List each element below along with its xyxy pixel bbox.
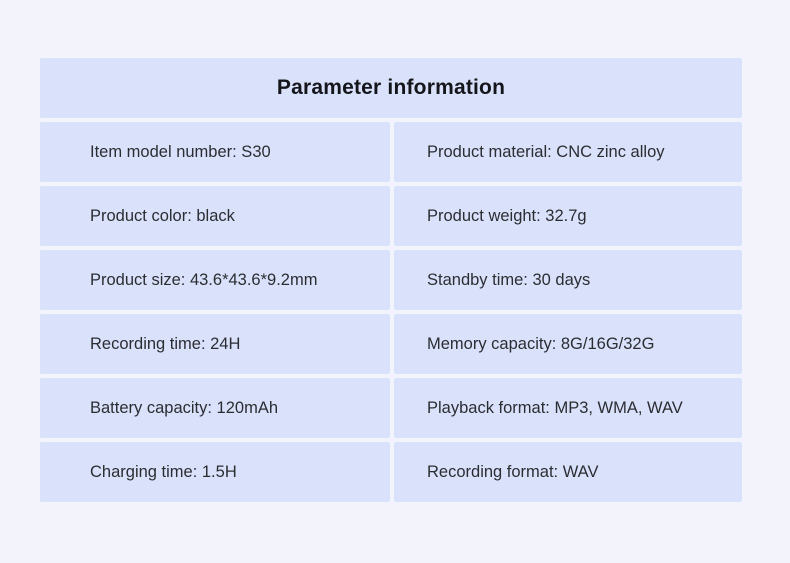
spec-cell-playback-format: Playback format: MP3, WMA, WAV (394, 378, 742, 438)
spec-cell-charging-time: Charging time: 1.5H (40, 442, 390, 502)
parameter-table: Parameter information Item model number:… (40, 58, 742, 502)
spec-cell-product-material: Product material: CNC zinc alloy (394, 122, 742, 182)
spec-cell-product-color: Product color: black (40, 186, 390, 246)
spec-cell-standby-time: Standby time: 30 days (394, 250, 742, 310)
spec-cell-product-size: Product size: 43.6*43.6*9.2mm (40, 250, 390, 310)
spec-cell-product-weight: Product weight: 32.7g (394, 186, 742, 246)
spec-cell-battery-capacity: Battery capacity: 120mAh (40, 378, 390, 438)
table-title: Parameter information (40, 58, 742, 118)
spec-cell-recording-time: Recording time: 24H (40, 314, 390, 374)
spec-cell-recording-format: Recording format: WAV (394, 442, 742, 502)
spec-cell-model-number: Item model number: S30 (40, 122, 390, 182)
spec-cell-memory-capacity: Memory capacity: 8G/16G/32G (394, 314, 742, 374)
